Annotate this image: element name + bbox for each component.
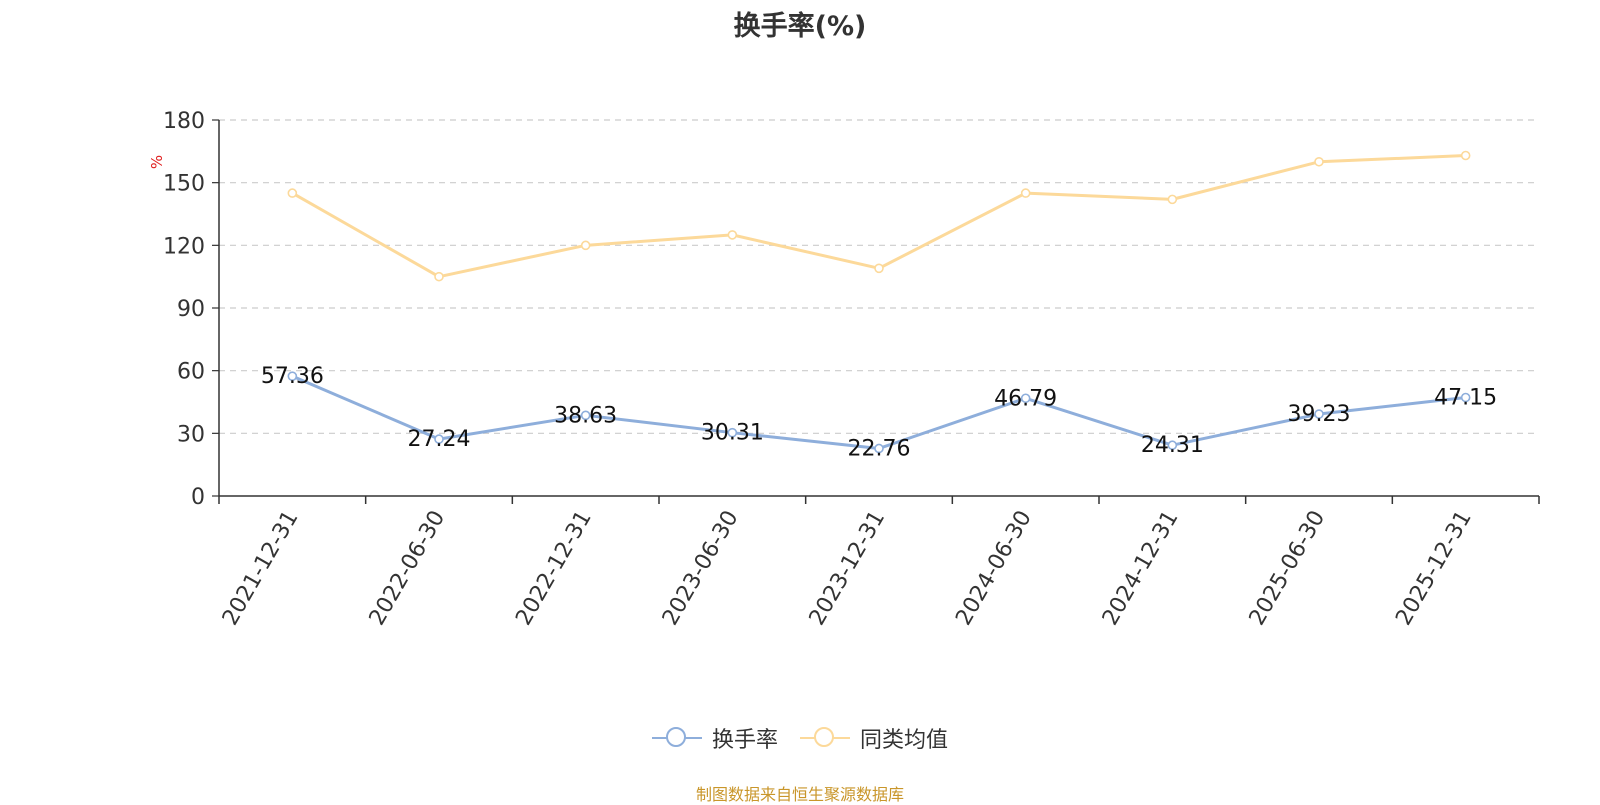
- data-label: 22.76: [848, 436, 911, 461]
- grid-lines: [219, 119, 1539, 434]
- y-tick-label: 150: [163, 172, 205, 197]
- x-tick-label: 2025-12-31: [1391, 507, 1477, 630]
- data-point: [580, 410, 591, 421]
- data-label: 57.36: [261, 364, 324, 389]
- series-line: [291, 154, 1466, 279]
- series: [287, 150, 1471, 454]
- data-label: 24.31: [1141, 433, 1204, 458]
- data-point: [1460, 392, 1471, 403]
- data-point: [287, 188, 298, 198]
- data-labels: 57.36 27.24 38.63 30.31 22.76 46.79 24.31 39.23…: [261, 364, 1497, 461]
- x-tick-label: 2024-06-30: [951, 507, 1037, 630]
- x-tick-label: 2022-06-30: [365, 507, 451, 630]
- legend-item-peer-average[interactable]: 同类均值: [800, 722, 948, 754]
- data-label: 46.79: [994, 386, 1057, 411]
- chart-title: 换手率(%): [733, 11, 867, 42]
- data-point: [727, 427, 738, 438]
- data-point: [1167, 440, 1178, 451]
- data-point: [1167, 194, 1178, 205]
- y-tick-label: 30: [177, 422, 205, 447]
- source-note: 制图数据来自恒生聚源数据库: [695, 785, 904, 804]
- x-tick-label: 2023-12-31: [805, 507, 891, 630]
- x-tick-label: 2025-06-30: [1245, 507, 1331, 630]
- legend-label-peer-average: 同类均值: [860, 728, 949, 753]
- data-point: [1314, 156, 1324, 167]
- y-axis-label: %: [148, 155, 166, 169]
- x-tick-label: 2021-12-31: [218, 507, 304, 630]
- data-label: 27.24: [408, 427, 471, 452]
- y-tick-label: 90: [177, 297, 205, 322]
- x-tick-label: 2024-12-31: [1098, 507, 1184, 630]
- data-point: [287, 371, 298, 381]
- legend-label-turnover: 换手率: [711, 728, 778, 753]
- x-tick-label: 2023-06-30: [658, 507, 744, 630]
- data-label: 47.15: [1434, 386, 1497, 411]
- y-tick-label: 120: [163, 234, 205, 259]
- data-point: [580, 240, 591, 251]
- y-tick-label: 60: [177, 360, 205, 385]
- x-tick-label: 2022-12-31: [511, 507, 597, 630]
- legend-marker-turnover: [651, 726, 702, 750]
- legend: 换手率 同类均值: [0, 722, 1600, 754]
- data-point: [1020, 393, 1031, 404]
- data-point: [434, 434, 444, 444]
- data-point: [434, 271, 444, 282]
- y-tick-label: 180: [163, 109, 205, 134]
- data-label: 30.31: [701, 421, 764, 446]
- data-point: [874, 443, 884, 454]
- legend-item-turnover[interactable]: 换手率: [651, 722, 778, 754]
- legend-marker-peer-average: [800, 726, 850, 750]
- data-label: 39.23: [1288, 402, 1351, 427]
- data-label: 38.63: [554, 403, 617, 428]
- y-tick-label: 0: [191, 485, 205, 510]
- axes: 0 30 60 90 120 150 180% 2021-12-31 2022-06-30 202…: [148, 109, 1540, 630]
- data-point: [874, 263, 884, 274]
- data-point: [1020, 188, 1031, 198]
- data-point: [1314, 409, 1324, 419]
- data-point: [727, 230, 738, 240]
- data-point: [1460, 150, 1471, 161]
